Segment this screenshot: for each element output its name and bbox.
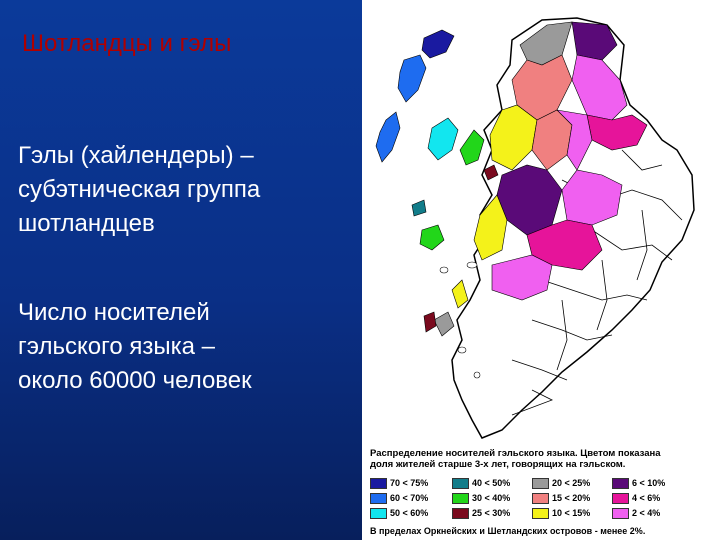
legend-swatch — [532, 493, 549, 504]
legend-label: 60 < 70% — [390, 493, 429, 503]
speakers-count-line: гэльского языка – — [18, 333, 215, 360]
legend-swatch — [532, 478, 549, 489]
legend-swatch — [452, 478, 469, 489]
legend-swatch — [370, 493, 387, 504]
slide-title: Шотландцы и гэлы — [22, 30, 232, 57]
region-40-50-tiree — [411, 199, 427, 217]
legend-swatch — [370, 508, 387, 519]
legend: Распределение носителей гэльского языка.… — [362, 448, 720, 540]
speakers-count-line: около 60000 человек — [18, 367, 252, 394]
legend-swatch — [532, 508, 549, 519]
island — [457, 346, 467, 354]
gaels-description: Гэлы (хайлендеры) – субэтническая группа… — [18, 139, 260, 241]
legend-swatch — [612, 478, 629, 489]
legend-label: 4 < 6% — [632, 493, 661, 503]
legend-label: 2 < 4% — [632, 508, 661, 518]
legend-footnote: В пределах Оркнейских и Шетландских остр… — [370, 526, 646, 536]
legend-label: 70 < 75% — [390, 478, 429, 488]
scotland-gaelic-map — [375, 17, 695, 439]
region-4-6-north — [586, 114, 648, 151]
region-10-15-islay — [451, 279, 469, 309]
island — [439, 266, 449, 274]
legend-label: 50 < 60% — [390, 508, 429, 518]
legend-swatch — [612, 508, 629, 519]
legend-swatch — [612, 493, 629, 504]
legend-swatch — [370, 478, 387, 489]
gaels-description-line: Гэлы (хайлендеры) – — [18, 142, 254, 169]
legend-label: 40 < 50% — [472, 478, 511, 488]
legend-label: 25 < 30% — [472, 508, 511, 518]
speakers-count: Число носителей гэльского языка – около … — [18, 296, 252, 398]
legend-swatch — [452, 493, 469, 504]
region-70-75-lewis — [421, 29, 455, 59]
region-20-25-islay — [433, 311, 455, 337]
region-2-4-south — [491, 254, 553, 301]
legend-swatch — [452, 508, 469, 519]
region-10-15-central — [473, 194, 508, 261]
region-25-30 — [483, 164, 499, 181]
region-25-30-jura — [423, 311, 437, 333]
region-60-70-lewis — [397, 54, 427, 103]
gaels-description-line: шотландцев — [18, 210, 155, 237]
speakers-count-line: Число носителей — [18, 299, 210, 326]
legend-label: 10 < 15% — [552, 508, 591, 518]
legend-label: 6 < 10% — [632, 478, 666, 488]
island — [466, 261, 478, 269]
region-2-4-north — [571, 54, 628, 121]
map-panel: Распределение носителей гэльского языка.… — [362, 0, 720, 540]
island — [473, 371, 481, 379]
region-50-60-skye — [427, 117, 459, 161]
legend-title: Распределение носителей гэльского языка.… — [370, 448, 661, 470]
region-30-40-mull — [419, 224, 445, 251]
region-6-10-north — [571, 21, 618, 61]
region-30-40 — [459, 129, 485, 166]
text-panel: Шотландцы и гэлы Гэлы (хайлендеры) – суб… — [0, 0, 362, 540]
gaels-description-line: субэтническая группа — [18, 176, 261, 203]
legend-label: 20 < 25% — [552, 478, 591, 488]
legend-label: 15 < 20% — [552, 493, 591, 503]
region-10-15-west — [489, 104, 538, 171]
region-60-70-harris — [375, 111, 401, 163]
legend-title-line: доля жителей старше 3-х лет, говорящих н… — [370, 459, 626, 470]
legend-label: 30 < 40% — [472, 493, 511, 503]
legend-title-line: Распределение носителей гэльского языка.… — [370, 448, 661, 459]
